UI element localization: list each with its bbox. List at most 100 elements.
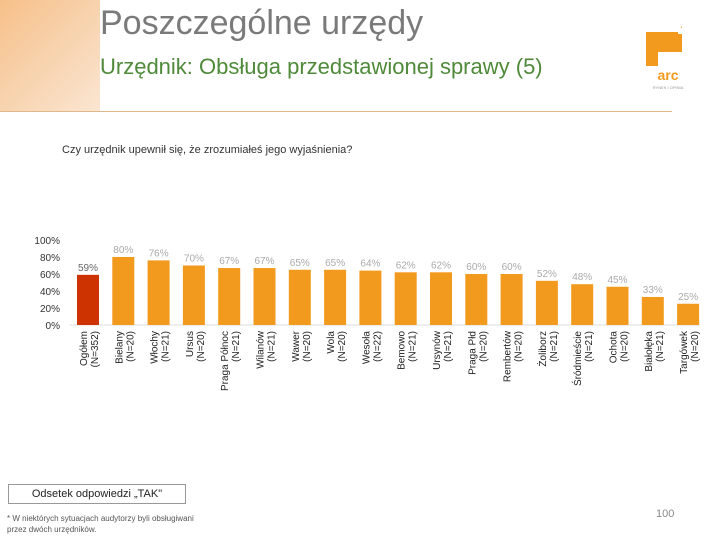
data-label: 67% bbox=[254, 256, 274, 267]
data-label: 60% bbox=[466, 262, 486, 273]
category-count: (N=21) bbox=[584, 331, 595, 362]
category-name: Praga Płd bbox=[467, 331, 478, 375]
data-label: 65% bbox=[290, 258, 310, 269]
x-tick-label: Ursus (N=20) bbox=[185, 331, 207, 362]
data-label: 80% bbox=[113, 245, 133, 256]
category-name: Wola bbox=[326, 331, 337, 354]
category-name: Ursus bbox=[185, 331, 196, 357]
category-name: Targówek bbox=[679, 330, 690, 374]
x-tick-label: Wilanów (N=21) bbox=[256, 330, 278, 369]
data-label: 45% bbox=[607, 275, 627, 286]
category-name: Bemowo bbox=[397, 331, 408, 370]
category-name: Wilanów bbox=[256, 330, 267, 369]
data-label: 59% bbox=[78, 263, 98, 274]
category-name: Ogółem bbox=[79, 331, 90, 366]
category-name: Żoliborz bbox=[536, 331, 549, 367]
category-name: Rembertów bbox=[503, 330, 514, 382]
category-count: (N=21) bbox=[161, 331, 172, 362]
bar-chart: 0% 20% 40% 60% 80% 100% 59% Ogółem (N=352) 80% Bie… bbox=[34, 236, 701, 391]
svg-text:RYNEK I OPINIA: RYNEK I OPINIA bbox=[653, 85, 684, 90]
category-name: Praga Północ bbox=[220, 331, 231, 391]
category-count: (N=20) bbox=[337, 331, 348, 362]
category-name: Ursynów bbox=[432, 330, 443, 370]
page-number: 100 bbox=[656, 508, 675, 520]
category-count: (N=22) bbox=[372, 331, 383, 362]
bar bbox=[677, 303, 700, 325]
bar bbox=[112, 257, 135, 325]
x-tick-label: Targówek (N=20) bbox=[679, 330, 701, 374]
data-label: 52% bbox=[537, 269, 557, 280]
bar bbox=[535, 280, 558, 325]
category-count: (N=21) bbox=[655, 331, 666, 362]
data-label: 33% bbox=[643, 285, 663, 296]
category-count: (N=20) bbox=[478, 331, 489, 362]
category-count: (N=20) bbox=[196, 331, 207, 362]
x-tick-label: Praga Płd (N=20) bbox=[467, 331, 489, 375]
bar bbox=[147, 260, 170, 325]
bar bbox=[182, 265, 205, 325]
bar bbox=[218, 268, 241, 325]
bar bbox=[430, 272, 452, 325]
bar bbox=[641, 296, 664, 325]
category-name: Wesoła bbox=[361, 331, 372, 365]
category-name: Białołęka bbox=[644, 331, 655, 372]
x-tick-label: Rembertów (N=20) bbox=[503, 330, 525, 382]
category-count: (N=21) bbox=[443, 331, 454, 362]
y-tick-label: 20% bbox=[40, 304, 60, 315]
header-decoration bbox=[0, 0, 100, 112]
category-count: (N=20) bbox=[125, 331, 136, 362]
svg-text:arc: arc bbox=[657, 67, 678, 83]
bar bbox=[500, 274, 523, 325]
bar bbox=[606, 286, 629, 325]
arc-logo: arc RYNEK I OPINIA bbox=[640, 26, 696, 97]
data-label: 62% bbox=[431, 260, 451, 271]
survey-question: Czy urzędnik upewnił się, że zrozumiałeś… bbox=[62, 144, 353, 156]
x-tick-label: Ursynów (N=21) bbox=[432, 330, 454, 370]
category-count: (N=20) bbox=[620, 331, 631, 362]
y-tick-label: 40% bbox=[40, 287, 60, 298]
x-tick-label: Wesoła (N=22) bbox=[361, 331, 383, 365]
category-name: Śródmieście bbox=[571, 331, 584, 386]
data-label: 60% bbox=[502, 262, 522, 273]
bar bbox=[253, 268, 276, 325]
x-tick-label: Praga Północ (N=21) bbox=[220, 331, 242, 391]
data-label: 70% bbox=[184, 254, 204, 265]
data-label: 25% bbox=[678, 292, 698, 303]
bar bbox=[394, 272, 417, 325]
category-count: (N=21) bbox=[231, 331, 242, 362]
category-count: (N=20) bbox=[514, 331, 525, 362]
category-count: (N=20) bbox=[690, 331, 701, 362]
bar bbox=[465, 274, 488, 325]
data-label: 62% bbox=[396, 260, 416, 271]
x-tick-label: Bemowo (N=21) bbox=[397, 331, 419, 370]
page-title: Poszczególne urzędy bbox=[100, 4, 424, 42]
x-tick-label: Białołęka (N=21) bbox=[644, 331, 666, 372]
category-name: Wawer bbox=[291, 330, 302, 361]
header-divider bbox=[0, 111, 672, 112]
bar bbox=[77, 274, 99, 325]
data-label: 48% bbox=[572, 272, 592, 283]
chart-legend: Odsetek odpowiedzi „TAK" bbox=[8, 484, 186, 504]
x-tick-label: Wola (N=20) bbox=[326, 331, 348, 362]
x-tick-label: Żoliborz (N=21) bbox=[536, 331, 560, 367]
bar bbox=[288, 269, 311, 325]
x-tick-label: Śródmieście (N=21) bbox=[571, 331, 595, 386]
category-name: Włochy bbox=[150, 331, 161, 364]
category-count: (N=21) bbox=[549, 331, 560, 362]
page-subtitle: Urzędnik: Obsługa przedstawionej sprawy … bbox=[100, 54, 543, 79]
category-count: (N=21) bbox=[267, 331, 278, 362]
data-label: 76% bbox=[149, 248, 169, 259]
category-count: (N=20) bbox=[302, 331, 313, 362]
bar bbox=[359, 270, 382, 325]
bar bbox=[324, 269, 347, 325]
y-tick-label: 80% bbox=[40, 253, 60, 264]
y-tick-label: 60% bbox=[40, 270, 60, 281]
bar bbox=[571, 284, 594, 325]
footnote: * W niektórych sytuacjach audytorzy byli… bbox=[7, 514, 194, 534]
category-count: (N=352) bbox=[90, 331, 101, 367]
x-tick-label: Ochota (N=20) bbox=[609, 331, 631, 364]
category-name: Ochota bbox=[609, 331, 620, 364]
data-label: 64% bbox=[360, 259, 380, 270]
category-name: Bielany bbox=[114, 331, 125, 364]
category-count: (N=21) bbox=[408, 331, 419, 362]
